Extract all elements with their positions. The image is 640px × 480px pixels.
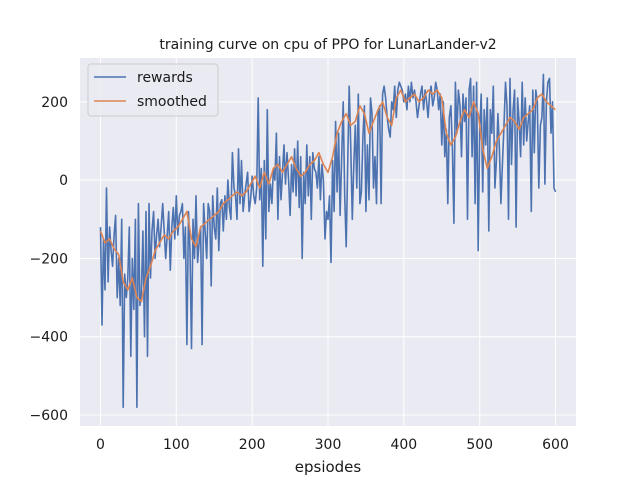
x-tick-label: 500 <box>466 437 493 453</box>
x-tick-label: 0 <box>96 437 105 453</box>
x-tick-label: 600 <box>542 437 569 453</box>
series-line-smoothed <box>99 89 557 303</box>
legend: rewards smoothed <box>87 63 219 117</box>
y-tick-label: −400 <box>30 330 68 346</box>
x-axis-tick-labels: 0 100 200 300 400 500 600 <box>96 437 569 453</box>
y-tick-label: −200 <box>30 251 68 267</box>
x-tick-label: 200 <box>239 437 266 453</box>
y-tick-label: 0 <box>59 173 68 189</box>
chart-title: training curve on cpu of PPO for LunarLa… <box>159 37 496 53</box>
x-tick-label: 400 <box>390 437 417 453</box>
x-tick-label: 100 <box>163 437 190 453</box>
y-tick-label: −600 <box>30 408 68 424</box>
series-layer <box>99 73 557 409</box>
y-tick-label: 200 <box>41 95 68 111</box>
x-tick-label: 300 <box>315 437 342 453</box>
x-axis-label: epsiodes <box>295 458 362 476</box>
legend-label-smoothed: smoothed <box>137 94 207 110</box>
legend-label-rewards: rewards <box>137 70 193 86</box>
y-axis-tick-labels: −600 −400 −200 0 200 <box>30 95 68 424</box>
